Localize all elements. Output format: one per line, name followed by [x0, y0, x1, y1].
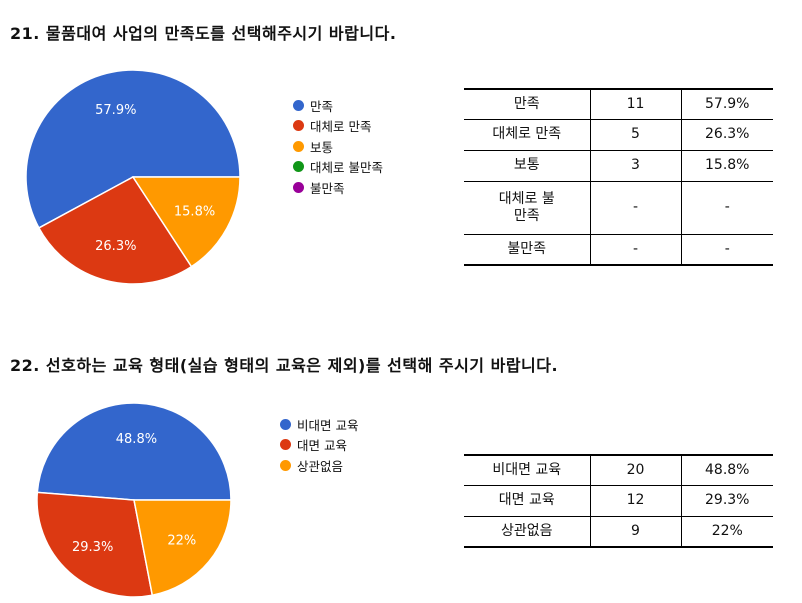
legend-swatch [293, 120, 304, 132]
legend-label: 불만족 [310, 180, 345, 196]
q21-legend-item: 대체로 불만족 [293, 157, 383, 178]
q21-legend-item: 보통 [293, 136, 383, 157]
q22-title: 22. 선호하는 교육 형태(실습 형태의 교육은 제외)를 선택해 주시기 바… [10, 356, 559, 375]
row-count: - [589, 234, 681, 265]
row-label: 보통 [464, 150, 590, 182]
table-row: 상관없음 9 22% [464, 516, 773, 547]
row-count: - [589, 181, 681, 235]
row-percent: - [680, 181, 773, 235]
row-label: 만족 [464, 89, 590, 120]
row-percent: 15.8% [680, 150, 773, 182]
legend-swatch [293, 161, 304, 173]
q22-legend-item: 비대면 교육 [280, 414, 358, 435]
legend-swatch [280, 459, 291, 471]
q22-slice-label-0: 48.8% [116, 432, 157, 447]
q22-slice-label-1: 29.3% [72, 540, 113, 555]
q21-legend-item: 불만족 [293, 177, 383, 198]
row-count: 3 [589, 150, 681, 182]
legend-label: 만족 [310, 98, 334, 114]
legend-swatch [280, 418, 291, 430]
row-label: 비대면 교육 [464, 455, 590, 486]
q22-pie-chart: 48.8% 29.3% 22% [36, 402, 232, 598]
table-row: 비대면 교육 20 48.8% [464, 455, 773, 486]
row-label: 대체로 만족 [464, 119, 590, 151]
legend-label: 대체로 불만족 [310, 160, 383, 176]
q21-legend-item: 대체로 만족 [293, 116, 383, 137]
table-row: 대면 교육 12 29.3% [464, 485, 773, 517]
legend-label: 대체로 만족 [310, 119, 372, 135]
q21-table: 만족 11 57.9% 대체로 만족 5 26.3% 보통 3 15.8% 대체로 불만족 - - 불만… [464, 88, 773, 266]
row-count: 11 [589, 89, 681, 120]
table-row: 만족 11 57.9% [464, 89, 773, 120]
row-percent: 26.3% [680, 119, 773, 151]
q21-slice-label-0: 57.9% [95, 103, 136, 118]
table-row: 대체로 불만족 - - [464, 181, 773, 235]
row-label: 대면 교육 [464, 485, 590, 517]
legend-label: 상관없음 [297, 458, 344, 474]
row-label: 불만족 [507, 240, 547, 257]
legend-label: 비대면 교육 [297, 417, 359, 433]
row-count: 9 [589, 516, 681, 547]
q22-slice-2 [133, 499, 232, 597]
legend-swatch [293, 99, 304, 111]
q22-slice-0 [36, 402, 232, 501]
table-row: 보통 3 15.8% [464, 150, 773, 182]
row-label: 대체로 불만족 [464, 181, 590, 235]
legend-label: 대면 교육 [297, 438, 347, 454]
q21-slice-label-1: 26.3% [95, 239, 136, 254]
row-count: 5 [589, 119, 681, 151]
q22-legend-item: 대면 교육 [280, 435, 358, 456]
legend-label: 보통 [310, 139, 334, 155]
row-label: 상관없음 [500, 522, 553, 539]
q22-slice-1 [36, 491, 154, 598]
row-percent: 48.8% [680, 455, 773, 486]
row-count: 20 [589, 455, 681, 486]
q21-pie-chart: 57.9% 26.3% 15.8% [25, 70, 241, 285]
q22-slice-label-2: 22% [167, 533, 196, 548]
q21-title: 21. 물품대여 사업의 만족도를 선택해주시기 바랍니다. [10, 24, 397, 43]
row-percent: 22% [680, 516, 773, 547]
row-percent: - [680, 234, 773, 265]
table-row: 대체로 만족 5 26.3% [464, 119, 773, 151]
table-row: 불만족 - - [464, 234, 773, 265]
q21-slice-0 [25, 70, 241, 229]
q22-table: 비대면 교육 20 48.8% 대면 교육 12 29.3% 상관없음 9 22% [464, 454, 773, 548]
row-percent: 29.3% [680, 485, 773, 517]
row-count: 12 [589, 485, 681, 517]
q21-slice-label-2: 15.8% [174, 204, 215, 219]
legend-swatch [280, 439, 291, 451]
legend-swatch [293, 140, 304, 152]
q21-slice-1 [37, 176, 193, 285]
q21-legend-item: 만족 [293, 95, 383, 116]
q21-slice-2 [131, 176, 241, 268]
row-percent: 57.9% [680, 89, 773, 120]
q22-legend-item: 상관없음 [280, 455, 358, 476]
legend-swatch [293, 181, 304, 193]
